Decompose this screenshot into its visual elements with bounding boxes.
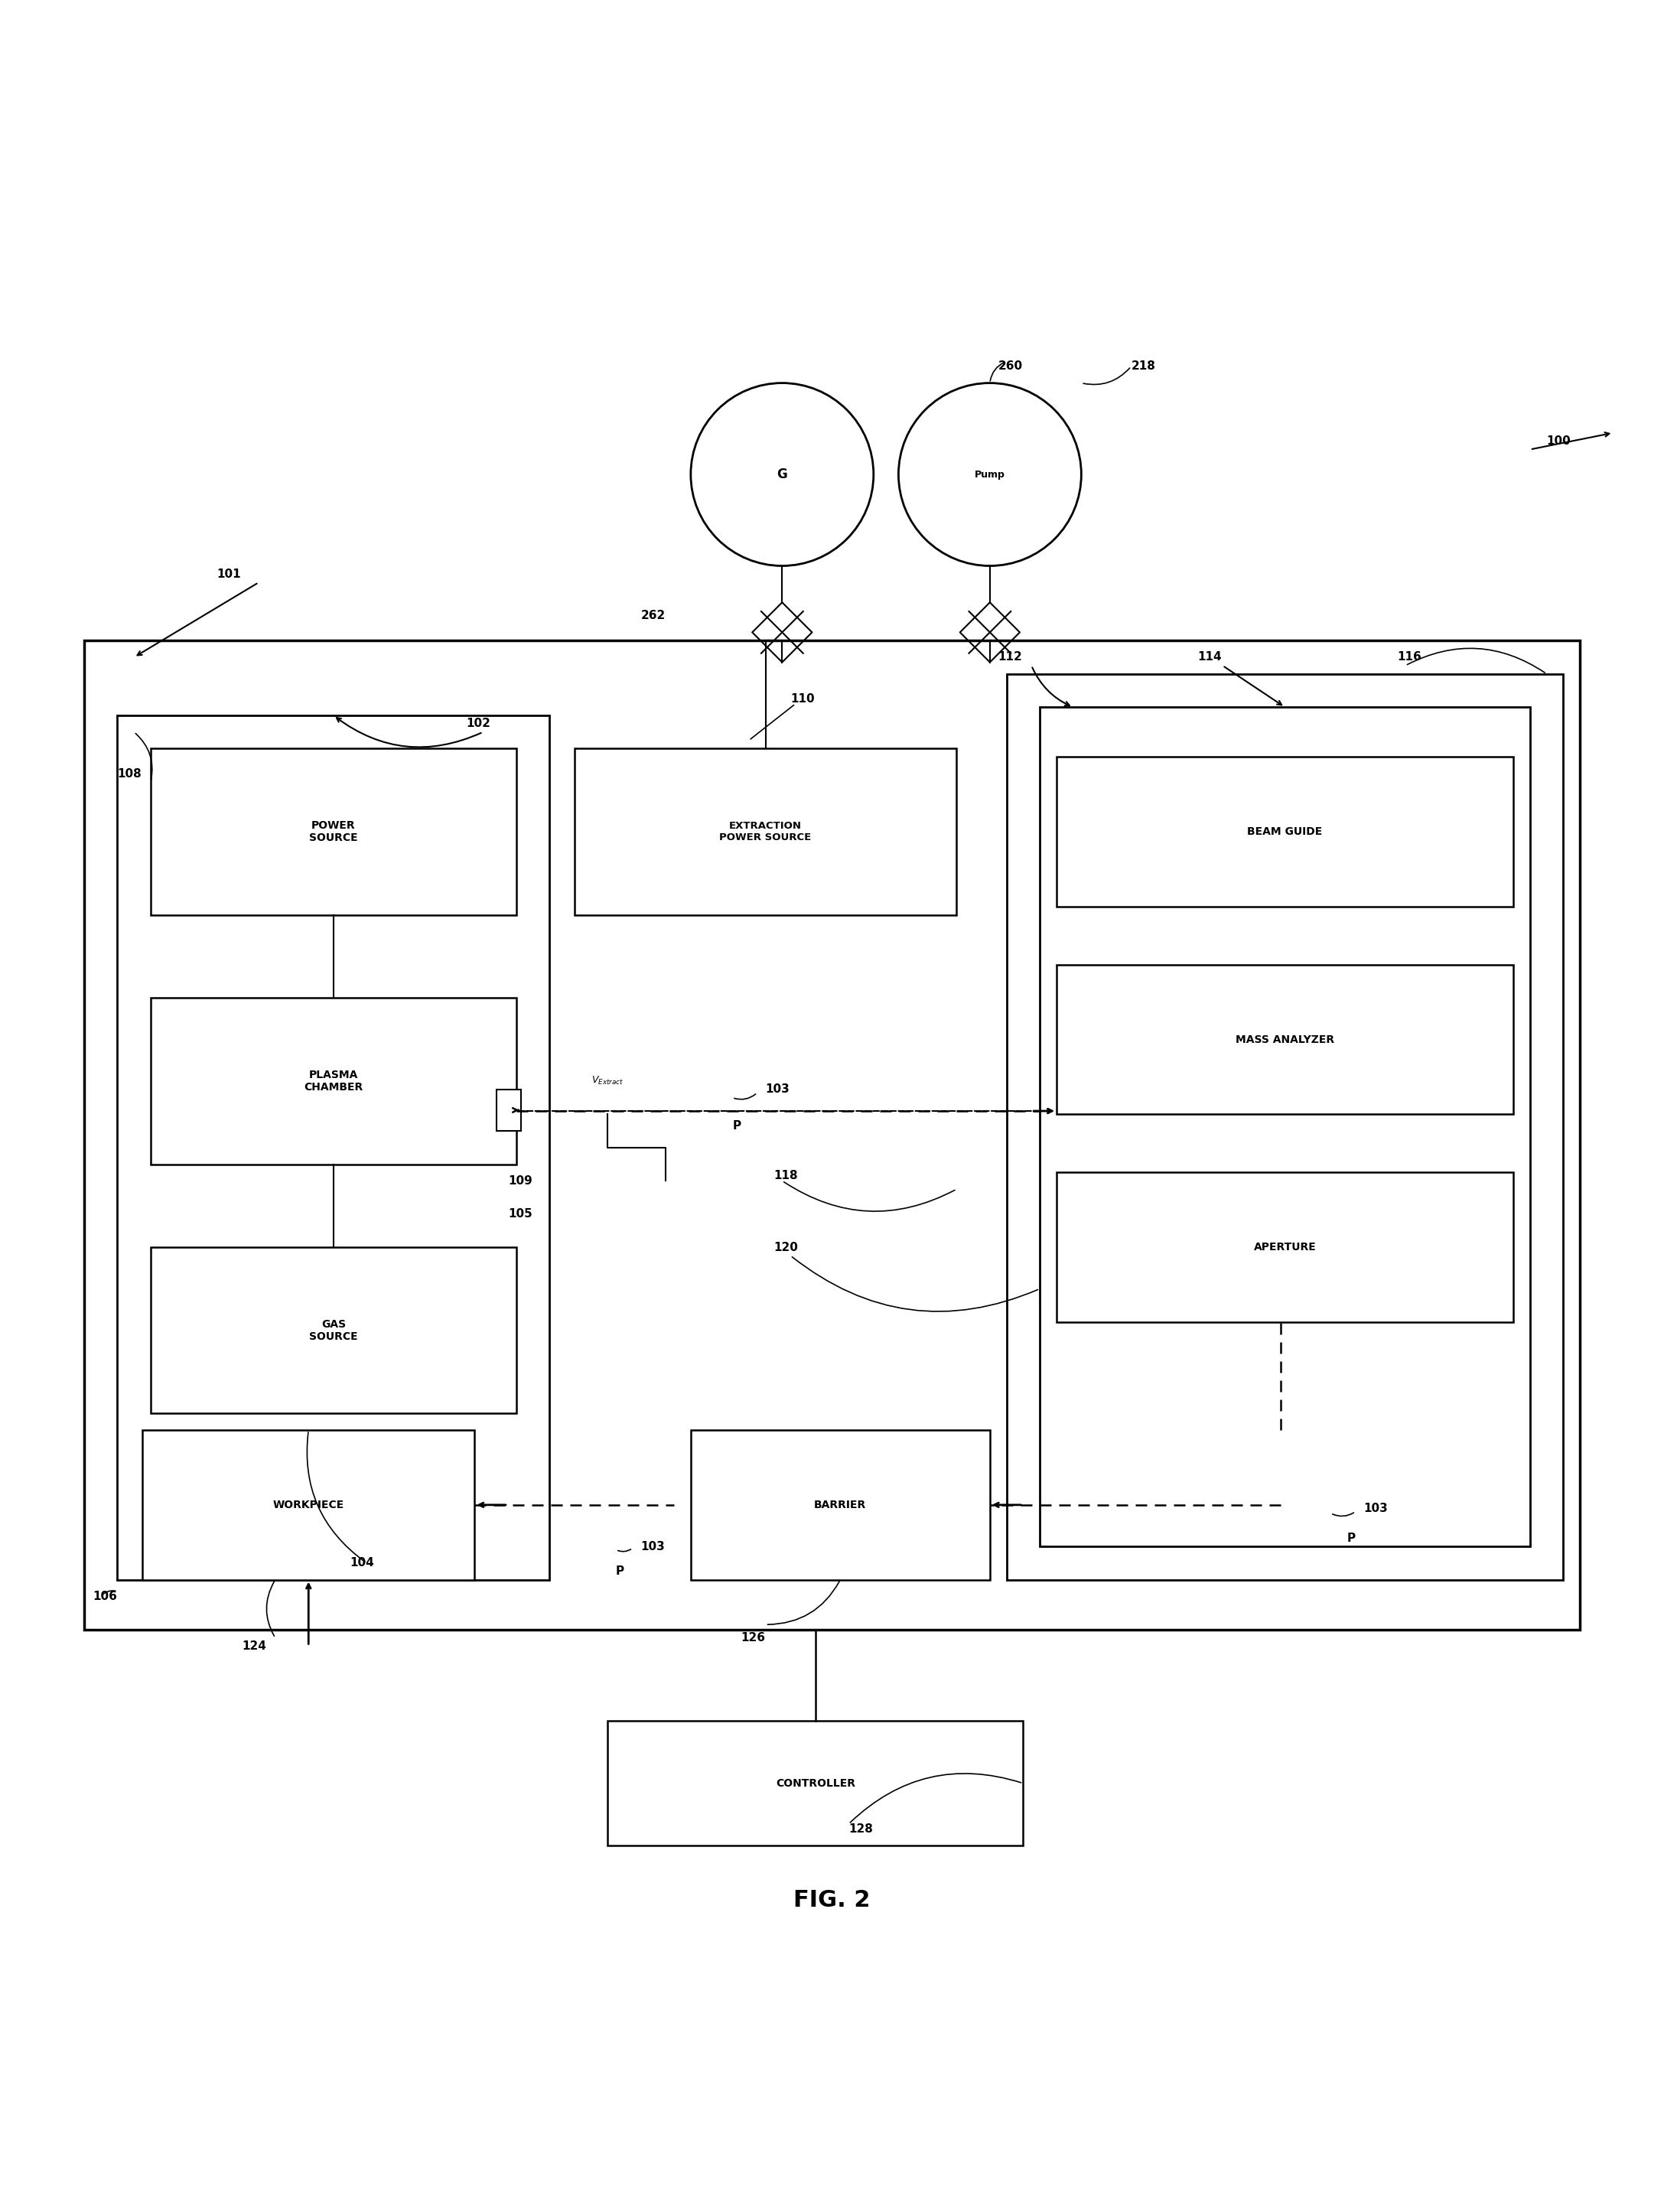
FancyBboxPatch shape [151,998,516,1164]
Text: 120: 120 [774,1241,799,1252]
Text: 103: 103 [641,1542,666,1553]
Text: 108: 108 [118,768,141,779]
Text: 106: 106 [93,1590,116,1601]
Text: 103: 103 [1364,1502,1388,1513]
Text: APERTURE: APERTURE [1253,1241,1316,1252]
Text: 126: 126 [740,1632,765,1644]
Text: 101: 101 [216,568,241,580]
FancyBboxPatch shape [607,1721,1023,1845]
FancyBboxPatch shape [574,748,957,916]
Text: PLASMA
CHAMBER: PLASMA CHAMBER [305,1071,363,1093]
Text: BEAM GUIDE: BEAM GUIDE [1248,827,1323,836]
Text: P: P [1348,1533,1356,1544]
Text: CONTROLLER: CONTROLLER [775,1778,855,1790]
Text: BARRIER: BARRIER [814,1500,867,1511]
Text: 105: 105 [508,1208,532,1219]
Text: 109: 109 [508,1175,532,1186]
Text: 128: 128 [849,1823,874,1834]
Text: G: G [777,467,787,482]
FancyBboxPatch shape [143,1431,474,1579]
Text: FIG. 2: FIG. 2 [794,1889,870,1911]
Text: WORKPIECE: WORKPIECE [273,1500,344,1511]
FancyBboxPatch shape [691,1431,990,1579]
FancyBboxPatch shape [1007,675,1562,1579]
FancyBboxPatch shape [1040,708,1529,1546]
Text: 114: 114 [1198,653,1221,664]
Text: 260: 260 [998,361,1023,372]
FancyBboxPatch shape [151,748,516,916]
Text: MASS ANALYZER: MASS ANALYZER [1235,1035,1335,1044]
Text: 116: 116 [1398,653,1421,664]
Text: 103: 103 [765,1084,790,1095]
FancyBboxPatch shape [496,1088,521,1130]
FancyBboxPatch shape [118,714,549,1579]
Text: 262: 262 [641,611,666,622]
FancyBboxPatch shape [151,1248,516,1413]
FancyBboxPatch shape [1057,757,1513,907]
FancyBboxPatch shape [1057,1172,1513,1323]
Text: P: P [732,1119,740,1133]
Text: Pump: Pump [975,469,1005,480]
Text: 124: 124 [241,1641,266,1652]
Text: GAS
SOURCE: GAS SOURCE [310,1318,358,1343]
Text: 110: 110 [790,692,815,706]
FancyBboxPatch shape [85,641,1579,1630]
Text: $V_{Extract}$: $V_{Extract}$ [591,1075,624,1086]
Text: 218: 218 [1132,361,1155,372]
Text: 100: 100 [1546,436,1571,447]
Text: 112: 112 [998,653,1022,664]
Text: 104: 104 [349,1557,374,1568]
FancyBboxPatch shape [1057,964,1513,1115]
Text: POWER
SOURCE: POWER SOURCE [310,821,358,843]
Text: 102: 102 [466,719,491,730]
Text: EXTRACTION
POWER SOURCE: EXTRACTION POWER SOURCE [719,821,812,843]
Text: 118: 118 [774,1170,799,1181]
Text: P: P [616,1566,624,1577]
